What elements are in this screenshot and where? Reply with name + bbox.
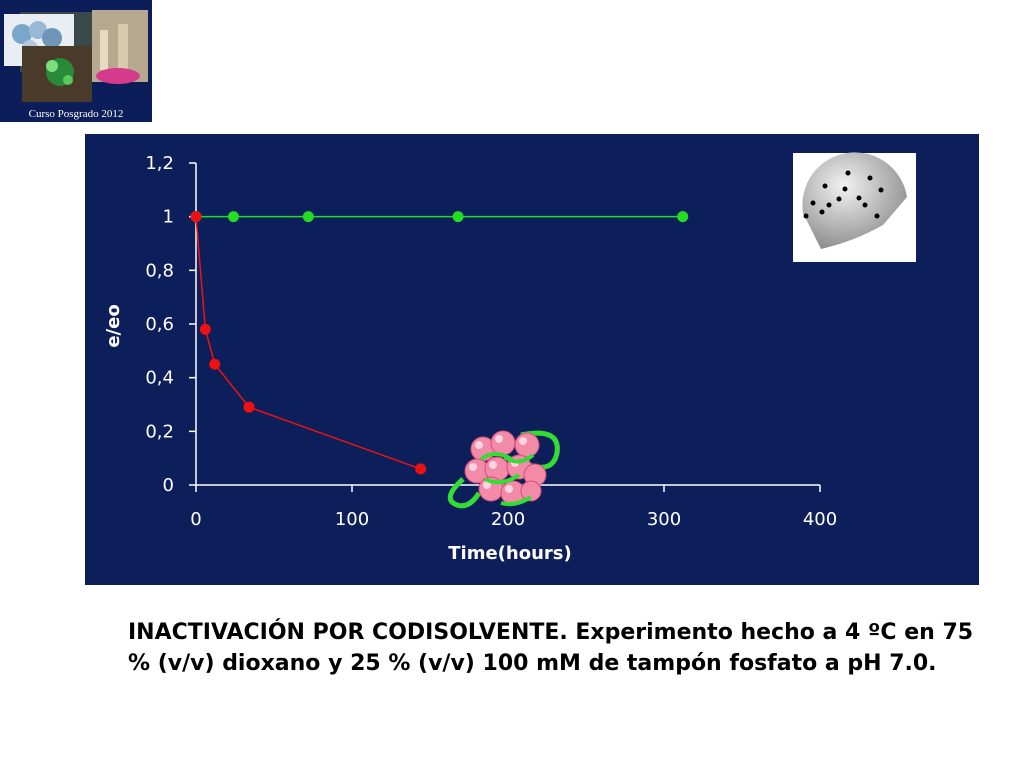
series-1-point (415, 463, 427, 475)
y-axis-title: e/eo (103, 304, 124, 347)
series-1-point (243, 401, 255, 413)
x-tick-label: 400 (803, 509, 837, 530)
y-tick-label: 0 (163, 475, 174, 496)
x-tick-label: 0 (190, 509, 201, 530)
series-1-point (209, 358, 221, 370)
y-tick-label: 1 (163, 207, 174, 228)
series-0-point (302, 211, 314, 223)
slide-caption: INACTIVACIÓN POR CODISOLVENTE. Experimen… (128, 620, 974, 676)
x-tick-label: 300 (647, 509, 681, 530)
x-tick-label: 100 (335, 509, 369, 530)
line-chart: 0 100 200 300 400 0 0,2 0,4 0,6 0,8 1 1,2 Time(hour… (103, 152, 916, 564)
protein-aggregate-illustration (447, 430, 560, 509)
series-1-line (195, 216, 421, 470)
x-tick-label: 200 (491, 509, 525, 530)
y-tick-label: 0,4 (145, 368, 174, 389)
y-tick-label: 0,8 (145, 260, 174, 281)
series-0-point (452, 211, 464, 223)
series-1-point (190, 211, 202, 223)
y-tick-label: 0,6 (145, 314, 174, 335)
x-axis-label: Time(hours) (448, 543, 571, 564)
chart-panel: 0 100 200 300 400 0 0,2 0,4 0,6 0,8 1 1,2 Time(hour… (85, 134, 979, 585)
logo-caption: Curso Posgrado 2012 (28, 108, 124, 120)
series-0-point (677, 211, 689, 223)
y-tick-label: 1,2 (145, 153, 174, 174)
logo-collage-image (4, 10, 148, 102)
support-particle-inset (793, 152, 916, 262)
series-1-point (199, 323, 211, 335)
series-0-point (227, 211, 239, 223)
x-axis-title: Time(hours) (448, 543, 571, 564)
chart-series-layer (190, 211, 689, 475)
y-tick-label: 0,2 (145, 421, 174, 442)
course-logo: Curso Posgrado 2012 (0, 0, 152, 122)
y-axis-label: e/eo (103, 304, 124, 347)
